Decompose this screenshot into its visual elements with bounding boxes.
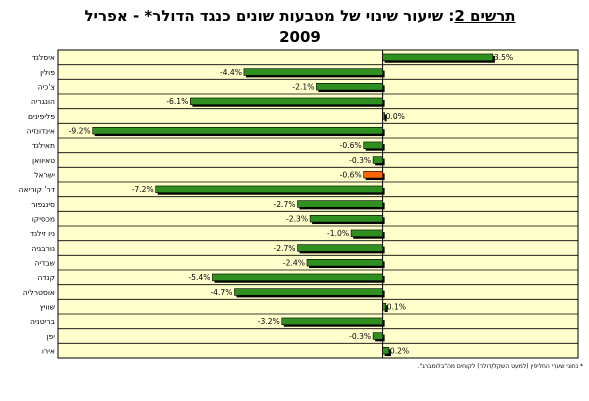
data-label: -5.4% [188, 273, 210, 282]
chart-title-year: 2009 [279, 28, 321, 46]
category-label: קנדה [37, 273, 55, 282]
category-label: הונגריה [31, 97, 55, 106]
data-label: 0.1% [387, 302, 406, 311]
bar [243, 68, 383, 76]
bar [309, 214, 383, 223]
data-label: -3.2% [258, 317, 280, 326]
category-label: צ'כיה [38, 82, 55, 91]
bar-highlight [363, 170, 383, 179]
category-label: אירו [42, 346, 55, 355]
bar [212, 273, 383, 282]
category-label: איסלנד [32, 53, 55, 62]
bar [382, 302, 387, 311]
data-label: -2.3% [286, 214, 308, 223]
bar [316, 82, 383, 91]
data-label: -6.1% [166, 97, 188, 106]
data-label: -4.4% [220, 68, 242, 77]
bar [190, 97, 383, 106]
category-label: מכסיקו [32, 214, 55, 223]
bar [297, 200, 383, 208]
data-label: 0.0% [386, 112, 405, 121]
category-label: יפן [46, 332, 55, 341]
data-label: -2.7% [273, 244, 295, 253]
bar [372, 156, 383, 164]
bar [155, 185, 383, 194]
bar [372, 332, 383, 340]
data-label: -7.2% [132, 185, 154, 194]
data-label: 3.5% [494, 53, 513, 62]
chart-title-prefix: תרשים 2 [454, 7, 516, 25]
chart-title-text: שיעור שינוי של מטבעות שונים כנגד הדולר* … [84, 7, 444, 25]
bar [281, 317, 383, 326]
bar [382, 112, 385, 120]
data-label: -0.3% [349, 332, 371, 341]
bar [306, 258, 383, 267]
data-label: -2.1% [292, 82, 314, 91]
bar-shadow [384, 305, 388, 313]
category-label: פולין [40, 68, 55, 77]
data-label: -0.3% [349, 156, 371, 165]
data-label: -4.7% [210, 288, 232, 297]
data-label: -0.6% [340, 141, 362, 150]
category-label: פליפינים [28, 112, 55, 121]
bar [234, 288, 383, 296]
category-label: תאילנד [32, 141, 55, 150]
category-label: דר' קוריאה [19, 185, 55, 194]
bar [382, 53, 494, 62]
bar [297, 244, 383, 252]
bar [350, 229, 383, 238]
category-label: סינגפור [31, 200, 55, 209]
bar-shadow [384, 114, 387, 122]
category-label: שבדיה [34, 258, 55, 267]
bar [363, 141, 383, 150]
category-label: אוסטרליה [23, 288, 55, 297]
data-label: -1.0% [327, 229, 349, 238]
category-label: שוויץ [40, 302, 56, 311]
category-label: טאיוואן [32, 156, 55, 165]
category-label: ישראל [34, 170, 55, 179]
bar [382, 346, 390, 355]
data-label: 0.2% [390, 346, 409, 355]
data-label: -9.2% [69, 126, 91, 135]
footnote: * נתוני שערי החליפין (למעט השקל/דולר) לק… [417, 363, 583, 370]
data-label: -2.7% [273, 200, 295, 209]
data-label: -2.4% [283, 258, 305, 267]
chart-title-separator: : [443, 7, 455, 25]
data-label: -0.6% [340, 170, 362, 179]
category-label: נורבגיה [31, 244, 55, 253]
chart-title: תרשים 2: שיעור שינוי של מטבעות שונים כנג… [60, 6, 540, 48]
category-label: בריטניה [30, 317, 56, 326]
category-label: אינדונזיה [27, 126, 55, 135]
bar [92, 126, 383, 135]
category-label: ניו זילנד [30, 229, 55, 238]
